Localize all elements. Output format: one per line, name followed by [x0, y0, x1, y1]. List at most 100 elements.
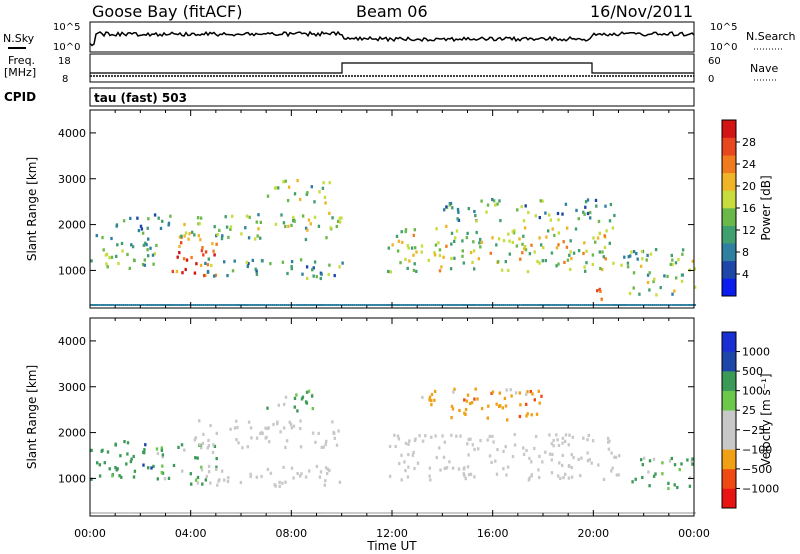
echo-cell	[619, 512, 622, 514]
echo-cell	[653, 512, 656, 514]
echo-cell	[661, 512, 664, 514]
echo-cell	[274, 186, 278, 190]
echo-cell	[204, 512, 207, 514]
frequency-panel: Freq. [MHz] 18 8 60 0 Nave	[4, 53, 778, 85]
echo-cell	[677, 304, 680, 306]
echo-cell	[479, 245, 482, 249]
echo-cell	[92, 304, 94, 306]
echo-cell	[591, 262, 594, 266]
echo-cell	[460, 512, 463, 514]
echo-cell	[324, 201, 327, 205]
echo-cell	[567, 443, 570, 447]
echo-cell	[667, 486, 670, 491]
echo-cell	[486, 438, 489, 442]
echo-cell	[215, 465, 218, 469]
echo-cell	[167, 476, 171, 480]
echo-cell	[428, 512, 431, 514]
echo-cell	[105, 262, 108, 266]
echo-cell	[595, 304, 598, 306]
echo-cell	[313, 304, 316, 306]
echo-cell	[146, 248, 149, 252]
velocity-echo-cells	[90, 387, 696, 514]
echo-cell	[100, 512, 103, 514]
echo-cell	[277, 304, 280, 306]
echo-cell	[559, 512, 562, 514]
echo-cell	[321, 304, 324, 306]
n-sky-label: N.Sky	[3, 32, 35, 45]
echo-cell	[220, 304, 223, 306]
echo-cell	[333, 304, 336, 306]
echo-cell	[223, 478, 226, 482]
echo-cell	[448, 460, 451, 464]
echo-cell	[211, 450, 215, 454]
echo-cell	[457, 210, 460, 214]
echo-cell	[420, 250, 423, 254]
echo-cell	[144, 304, 147, 306]
echo-cell	[331, 304, 334, 306]
echo-cell	[128, 266, 131, 270]
echo-cell	[450, 242, 453, 246]
echo-cell	[579, 512, 582, 514]
echo-cell	[511, 455, 515, 459]
echo-cell	[591, 304, 594, 306]
echo-cell	[603, 234, 606, 238]
echo-cell	[586, 459, 590, 463]
echo-cell	[523, 226, 527, 230]
echo-cell	[555, 512, 558, 514]
echo-cell	[407, 453, 410, 457]
echo-cell	[467, 437, 470, 441]
echo-cell	[614, 455, 618, 459]
echo-cell	[205, 474, 208, 479]
echo-cell	[310, 185, 313, 189]
echo-cell	[587, 512, 590, 514]
echo-cell	[375, 304, 378, 306]
echo-cell	[461, 239, 464, 243]
echo-cell	[225, 225, 229, 229]
echo-cell	[688, 476, 692, 480]
echo-cell	[603, 512, 606, 514]
echo-cell	[129, 460, 133, 464]
echo-cell	[199, 263, 203, 267]
echo-cell	[199, 216, 203, 220]
echo-cell	[115, 224, 118, 228]
echo-cell	[215, 234, 218, 238]
echo-cell	[224, 215, 227, 219]
echo-cell	[249, 304, 252, 306]
echo-cell	[439, 468, 442, 472]
echo-cell	[454, 512, 457, 514]
echo-cell	[623, 255, 626, 259]
echo-cell	[373, 304, 376, 306]
echo-cell	[434, 434, 437, 438]
echo-cell	[180, 304, 183, 306]
echo-cell	[585, 261, 588, 265]
echo-cell	[363, 304, 366, 306]
echo-cell	[102, 304, 105, 306]
echo-cell	[530, 473, 533, 477]
echo-cell	[269, 471, 273, 475]
echo-cell	[416, 461, 420, 465]
echo-cell	[273, 483, 276, 487]
echo-cell	[204, 261, 207, 265]
echo-cell	[306, 191, 309, 195]
echo-cell	[228, 304, 231, 306]
echo-cell	[320, 272, 323, 276]
colorbar-swatch	[722, 449, 736, 470]
echo-cell	[301, 395, 305, 399]
echo-cell	[535, 412, 539, 416]
echo-cell	[194, 436, 197, 440]
echo-cell	[477, 447, 480, 451]
echo-cell	[283, 512, 286, 514]
echo-cell	[218, 478, 221, 482]
echo-cell	[214, 273, 217, 277]
echo-cell	[538, 454, 541, 458]
echo-cell	[343, 304, 346, 306]
echo-cell	[583, 212, 586, 216]
echo-cell	[284, 179, 287, 183]
echo-cell	[647, 470, 650, 474]
echo-cell	[353, 512, 356, 514]
echo-cell	[466, 442, 469, 446]
echo-cell	[341, 261, 344, 265]
echo-cell	[106, 304, 109, 306]
echo-cell	[198, 222, 201, 226]
echo-cell	[264, 436, 267, 440]
